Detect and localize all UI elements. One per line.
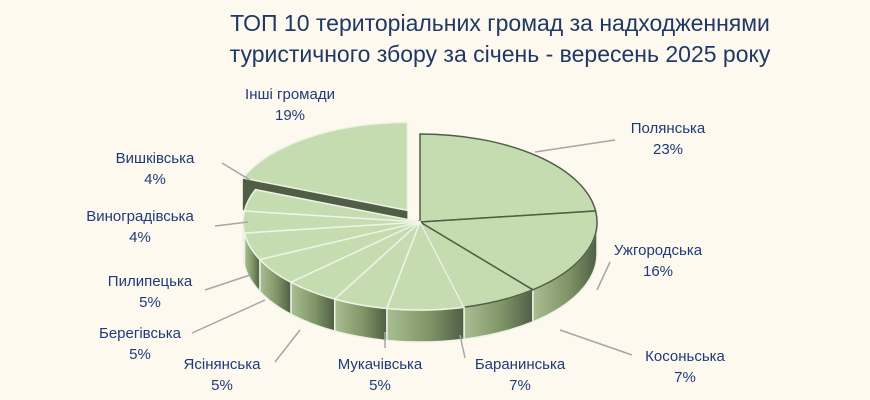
slice-percent: 19% [274,107,306,124]
data-label: Берегівська 5% [99,323,181,365]
data-label: Баранинська 7% [475,354,565,396]
slice-1 [417,210,598,291]
slice-percent: 4% [129,229,151,246]
data-label: Виноградівська 4% [86,206,194,248]
leader-line [596,261,611,291]
slice-10 [241,121,409,212]
slice-percent: 5% [369,377,391,394]
data-label: Пилипецька 5% [108,271,192,313]
slice-percent: 7% [674,369,696,386]
title-line-2: туристичного збору за січень - вересень … [229,41,771,67]
leader-line [559,329,633,356]
data-label: Косоньська 7% [645,346,725,388]
slice-percent: 16% [642,263,674,280]
leader-line [459,334,466,359]
slice-label: Вишківська [115,150,195,167]
slice-label: Мукачівська [337,356,423,373]
chart-title: ТОП 10 територіальних громад за надходже… [0,8,870,70]
data-label: Мукачівська 5% [338,354,423,396]
slice-label: Пилипецька [107,273,193,290]
slice-label: Ясінянська [183,356,261,373]
leader-line [274,329,301,363]
data-label: Інші громади 19% [245,84,335,126]
slice-label: Інші громади [245,86,335,103]
leader-line [204,274,251,291]
slice-percent: 4% [144,171,166,188]
slice-percent: 5% [211,377,233,394]
slice-percent: 5% [139,294,161,311]
slice-label: Ужгородська [613,242,703,259]
slice-label: Косоньська [645,348,725,365]
slice-9 [243,188,421,223]
slice-label: Берегівська [98,325,182,342]
slice-percent: 5% [129,346,151,363]
data-label: Вишківська 4% [116,148,195,190]
data-label: Полянська 23% [631,118,706,160]
title-line-1: ТОП 10 територіальних громад за надходже… [230,10,770,36]
leader-line [191,299,266,334]
slice-percent: 7% [509,377,531,394]
slice-label: Баранинська [474,356,566,373]
slice-percent: 23% [652,141,684,158]
slice-side [386,306,465,343]
slice-label: Виноградівська [86,208,194,225]
leader-line [214,221,249,227]
slice-label: Полянська [630,120,706,137]
data-label: Ужгородська 16% [614,240,702,282]
leader-line [534,139,616,153]
leader-line [221,162,251,181]
data-label: Ясінянська 5% [184,354,261,396]
slice-0 [419,133,597,223]
